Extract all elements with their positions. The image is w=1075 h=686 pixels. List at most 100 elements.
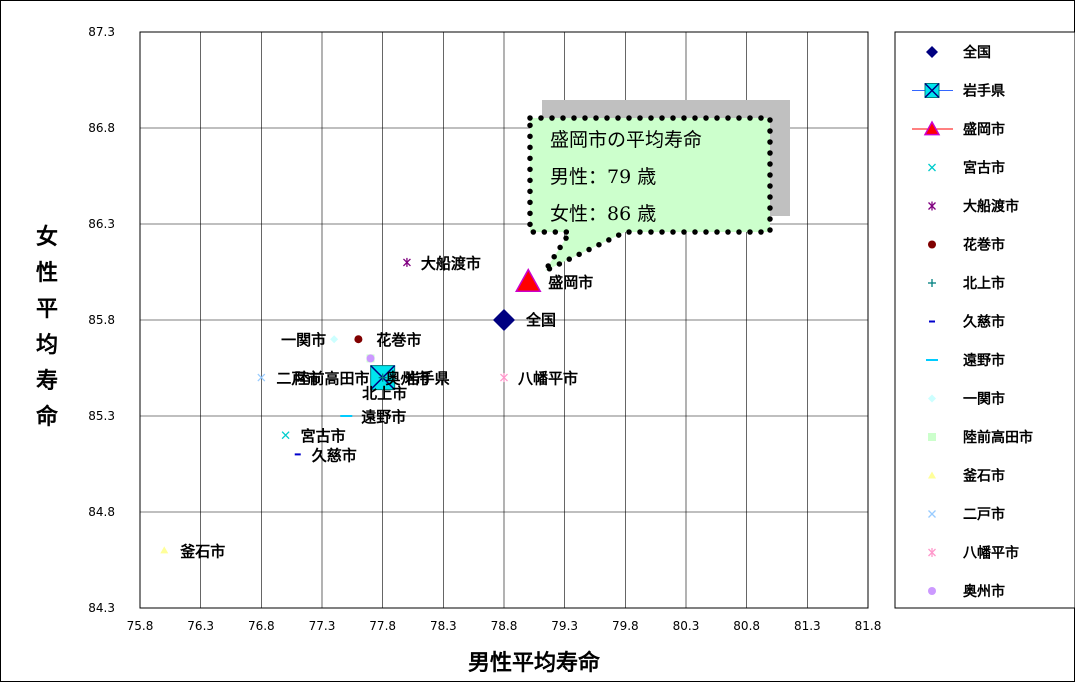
legend-marker [928, 471, 936, 479]
x-tick-label: 78.8 [491, 619, 518, 633]
x-tick-label: 75.8 [127, 619, 154, 633]
data-point [378, 373, 387, 382]
y-tick-label: 85.8 [88, 313, 115, 327]
legend-marker-shape [928, 163, 936, 172]
callout-box [527, 115, 773, 274]
legend-label: 大船渡市 [963, 198, 1019, 215]
legend-marker-shape [928, 240, 936, 249]
x-axis-label: 男性平均寿命 [468, 650, 601, 676]
data-label: 釜石市 [179, 542, 225, 560]
data-label: 岩手県 [404, 370, 450, 388]
x-tick-label: 80.8 [733, 619, 760, 633]
callout-line: 女性：86 歳 [550, 203, 656, 225]
data-label: 一関市 [281, 331, 326, 349]
data-label: 宮古市 [301, 427, 346, 445]
legend-label: 奥州市 [963, 583, 1005, 600]
legend-label: 八幡平市 [962, 545, 1019, 562]
legend-marker [928, 240, 936, 249]
data-point [514, 268, 542, 292]
legend-marker [928, 548, 936, 557]
data-label: 奥州市 [386, 369, 431, 387]
legend-label: 釜石市 [962, 468, 1005, 485]
legend-marker [928, 587, 936, 595]
legend-label: 北上市 [963, 275, 1005, 292]
y-tick-label: 86.3 [88, 217, 115, 231]
legend-label: 花巻市 [963, 237, 1005, 254]
callout-line: 盛岡市の平均寿命 [550, 129, 702, 151]
legend-marker [926, 46, 938, 58]
data-point [366, 354, 375, 363]
data-point-shape [514, 268, 542, 292]
legend-marker [928, 279, 936, 287]
legend-marker-shape [926, 46, 938, 58]
legend-marker-shape [928, 471, 936, 479]
y-axis-label-char: 命 [36, 404, 59, 430]
legend-marker-shape [928, 587, 936, 595]
legend-marker [924, 82, 940, 99]
y-tick-label: 85.3 [88, 409, 115, 423]
legend-marker-shape [928, 394, 936, 403]
legend-label: 一関市 [963, 391, 1005, 408]
x-tick-label: 77.8 [369, 619, 396, 633]
legend-label: 岩手県 [962, 83, 1005, 100]
legend-marker-shape [923, 120, 941, 136]
y-axis-label: 女性平均寿命 [36, 224, 59, 430]
data-label: 盛岡市 [548, 274, 593, 292]
legend-marker [928, 163, 936, 172]
data-point-shape [366, 354, 375, 363]
legend-marker-shape [928, 510, 936, 518]
y-tick-label: 84.3 [88, 601, 115, 615]
data-point-shape [354, 335, 363, 344]
data-point-shape [281, 431, 290, 440]
data-point-shape [330, 335, 339, 344]
data-label: 遠野市 [361, 408, 406, 426]
y-axis-label-char: 平 [36, 297, 58, 322]
legend-marker-cross [924, 82, 940, 99]
y-tick-label: 86.8 [88, 121, 115, 135]
data-point [257, 373, 266, 382]
legend-label: 盛岡市 [963, 121, 1005, 138]
legend-marker [928, 201, 936, 211]
data-label: 陸前高田市 [295, 369, 370, 387]
legend-marker [928, 510, 936, 518]
legend-label: 遠野市 [963, 352, 1005, 369]
y-axis-label-char: 性 [36, 261, 58, 286]
x-tick-label: 81.3 [794, 619, 821, 633]
legend-marker [928, 433, 936, 441]
data-label: 花巻市 [376, 331, 421, 349]
legend-label: 久慈市 [962, 314, 1005, 331]
plot-border [139, 31, 869, 609]
data-label: 二戸市 [276, 370, 321, 388]
data-label: 全国 [525, 311, 556, 329]
data-point [330, 335, 339, 344]
legend-label: 陸前高田市 [963, 429, 1033, 446]
data-label: 大船渡市 [421, 254, 481, 272]
x-tick-label: 79.3 [551, 619, 578, 633]
data-point [402, 257, 411, 267]
legend-marker [923, 120, 941, 136]
legend-label: 全国 [962, 44, 991, 61]
data-point-shape [257, 373, 266, 382]
legend-marker-shape [928, 433, 936, 441]
data-point [281, 431, 290, 440]
data-point [160, 546, 169, 554]
legend-label: 二戸市 [963, 506, 1005, 523]
y-axis-label-char: 女 [36, 224, 58, 250]
data-point [500, 373, 508, 383]
x-tick-label: 76.3 [187, 619, 214, 633]
data-point-shape [493, 309, 515, 331]
x-tick-label: 79.8 [612, 619, 639, 633]
data-point-shape [160, 546, 169, 554]
x-tick-label: 80.3 [673, 619, 700, 633]
x-tick-label: 81.8 [855, 619, 882, 633]
y-axis-label-char: 均 [36, 332, 58, 358]
x-tick-label: 78.3 [430, 619, 457, 633]
data-point [493, 309, 515, 331]
y-tick-label: 84.8 [88, 505, 115, 519]
callout-line: 男性：79 歳 [550, 166, 656, 188]
legend-label: 宮古市 [963, 160, 1005, 177]
x-tick-label: 76.8 [248, 619, 275, 633]
x-tick-label: 77.3 [309, 619, 336, 633]
